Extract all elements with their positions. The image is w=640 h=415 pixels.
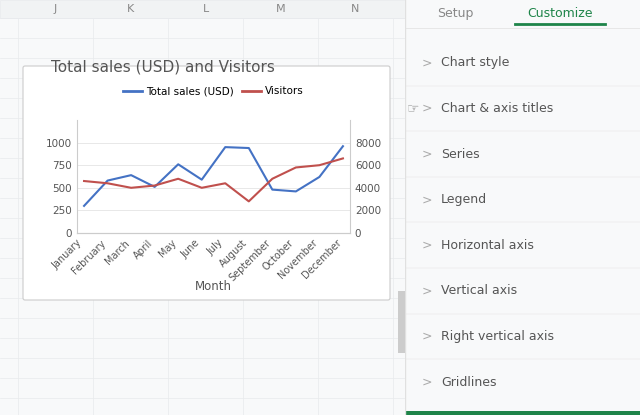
Text: Chart style: Chart style [441,56,509,69]
Text: Total sales (USD) and Visitors: Total sales (USD) and Visitors [51,60,275,75]
Text: >: > [422,284,432,298]
Text: L: L [202,4,209,14]
Text: Setup: Setup [437,7,473,20]
Text: ☞: ☞ [407,101,419,115]
Text: >: > [422,330,432,343]
Bar [0,0,405,18]
Text: N: N [351,4,360,14]
Text: >: > [422,376,432,389]
Text: >: > [422,193,432,206]
Bar [405,411,640,415]
Text: Vertical axis: Vertical axis [441,284,517,298]
Text: Month: Month [195,279,232,293]
Bar [398,290,405,353]
Text: >: > [422,56,432,69]
Text: Right vertical axis: Right vertical axis [441,330,554,343]
Text: >: > [422,239,432,252]
Text: M: M [276,4,285,14]
Legend: Total sales (USD), Visitors: Total sales (USD), Visitors [119,82,308,100]
Text: K: K [127,4,134,14]
Text: Gridlines: Gridlines [441,376,497,389]
Text: Horizontal axis: Horizontal axis [441,239,534,252]
Text: >: > [422,102,432,115]
FancyBboxPatch shape [23,66,390,300]
Text: Customize: Customize [527,7,593,20]
Text: Series: Series [441,148,479,161]
Text: Chart & axis titles: Chart & axis titles [441,102,553,115]
Text: J: J [54,4,57,14]
Text: Legend: Legend [441,193,487,206]
Text: >: > [422,148,432,161]
